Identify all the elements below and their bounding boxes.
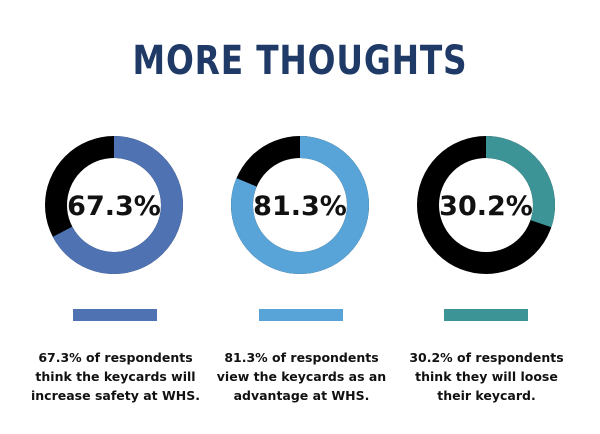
caption-advantage: 81.3% of respondents view the keycards a…	[216, 350, 387, 403]
caption-safety: 67.3% of respondents think the keycards …	[31, 350, 200, 403]
donut-value-loose	[417, 136, 555, 274]
donut-label-loose: 30.2%	[439, 191, 533, 222]
legend-bar-advantage	[259, 309, 343, 321]
donut-label-safety: 67.3%	[67, 191, 161, 222]
donut-label-advantage: 81.3%	[253, 191, 347, 222]
legend-bar-safety	[73, 309, 157, 321]
donut-value-advantage	[231, 136, 369, 274]
donut-value-safety	[45, 136, 183, 274]
caption-loose: 30.2% of respondents think they will loo…	[409, 350, 564, 403]
page-title: MORE THOUGHTS	[132, 38, 468, 84]
legend-bar-loose	[444, 309, 528, 321]
